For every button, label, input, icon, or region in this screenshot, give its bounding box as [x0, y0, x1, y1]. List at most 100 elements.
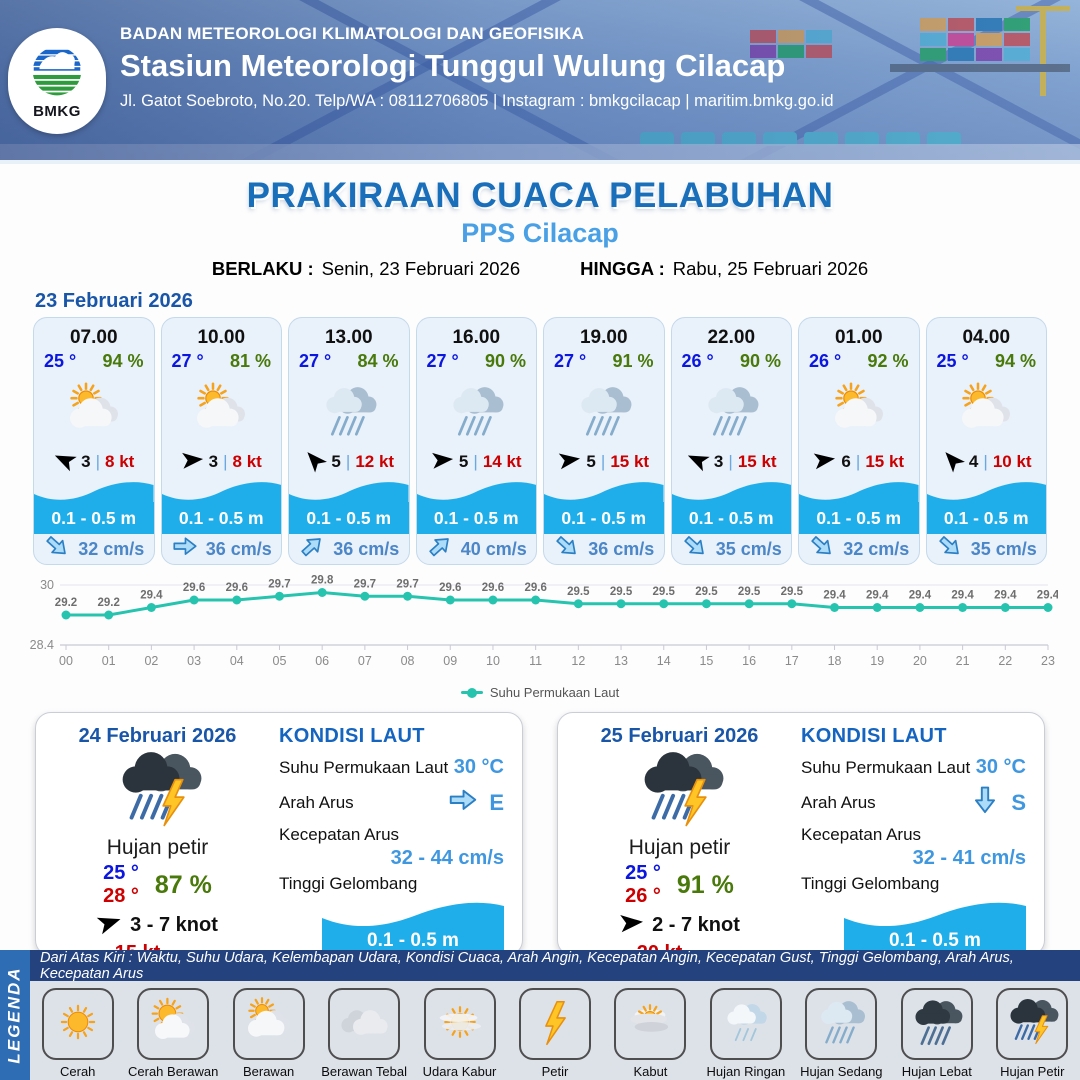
legend-item-label: Hujan Petir — [1000, 1064, 1065, 1079]
current-speed-value: 32 - 44 cm/s — [390, 846, 504, 869]
humidity: 90 % — [739, 351, 781, 371]
separator: | — [95, 452, 101, 471]
current-speed: 40 cm/s — [460, 538, 527, 559]
hourly-forecast-card: 01.00 26 ° 92 % 6 | 15 kt 0.1 - 0.5 m 32… — [798, 317, 920, 565]
wave-height-graphic: 0.1 - 0.5 m — [322, 896, 504, 960]
current-speed-label: Kecepatan Arus — [801, 824, 922, 844]
weather-icon — [572, 374, 636, 448]
current-row: 32 cm/s — [799, 534, 919, 564]
wind-speed: 4 — [968, 452, 979, 471]
wave-shape — [844, 902, 1026, 960]
current-row: 32 cm/s — [34, 534, 154, 564]
legend-item: Cerah — [31, 988, 124, 1079]
svg-text:29.2: 29.2 — [98, 597, 120, 609]
wind-speed: 5 — [586, 452, 596, 471]
sea-conditions-heading: KONDISI LAUT — [801, 725, 947, 747]
station-name: Stasiun Meteorologi Tunggul Wulung Cilac… — [120, 48, 786, 83]
wave-height-value: 0.1 - 0.5 m — [289, 502, 409, 534]
weather-icon — [527, 994, 583, 1055]
wind-row: 3 | 8 kt — [181, 448, 262, 476]
time-label: 07.00 — [69, 327, 118, 348]
time-label: 01.00 — [834, 327, 883, 348]
wave-height-band: 0.1 - 0.5 m — [416, 478, 536, 534]
air-temperature: 27 ° — [299, 351, 332, 371]
air-temperature: 27 ° — [426, 351, 459, 371]
bmkg-emblem-icon — [32, 46, 82, 95]
wave-shape — [671, 482, 791, 502]
legend-icon-box — [232, 988, 305, 1060]
svg-text:20: 20 — [913, 654, 927, 668]
wave-height-value: 0.1 - 0.5 m — [544, 502, 664, 534]
header-banner: BMKG BADAN METEOROLOGI KLIMATOLOGI DAN G… — [0, 0, 1080, 164]
current-direction-value: S — [1011, 789, 1026, 815]
bmkg-logo: BMKG — [8, 28, 106, 134]
valid-from-value: Senin, 23 Februari 2026 — [321, 258, 521, 279]
separator: | — [345, 452, 351, 471]
legend-item-label: Kabut — [633, 1064, 668, 1079]
weather-icon — [1004, 994, 1060, 1055]
time-label: 10.00 — [197, 327, 246, 348]
svg-text:29.6: 29.6 — [183, 582, 205, 594]
weather-icon — [432, 994, 488, 1055]
header-overlay — [0, 0, 1080, 160]
svg-text:29.5: 29.5 — [567, 586, 590, 598]
legend-item: Hujan Petir — [986, 988, 1079, 1079]
svg-text:29.7: 29.7 — [268, 578, 290, 590]
svg-text:29.4: 29.4 — [866, 590, 889, 602]
wind-direction-icon — [181, 451, 204, 474]
wind-row: 3 | 15 kt — [686, 448, 777, 476]
legend-icon-box — [137, 988, 210, 1060]
sea-conditions-heading: KONDISI LAUT — [279, 725, 425, 747]
time-label: 13.00 — [324, 327, 373, 348]
wave-height-band: 0.1 - 0.5 m — [799, 478, 919, 534]
svg-text:29.7: 29.7 — [396, 578, 418, 590]
legend-icon-box — [709, 988, 782, 1060]
separator: | — [855, 452, 861, 471]
min-temperature: 25 ° — [625, 862, 661, 884]
current-direction-icon — [171, 535, 199, 562]
current-direction-icon — [298, 535, 326, 562]
validity-period: BERLAKU : Senin, 23 Februari 2026 HINGGA … — [0, 258, 1080, 280]
svg-text:29.4: 29.4 — [909, 590, 932, 602]
current-direction-icon — [447, 787, 479, 819]
page-subtitle: PPS Cilacap — [461, 218, 619, 248]
current-speed: 32 cm/s — [843, 538, 910, 559]
weather-icon — [909, 994, 965, 1055]
current-speed: 32 cm/s — [78, 538, 145, 559]
legend-item: Berawan — [222, 988, 315, 1079]
svg-text:08: 08 — [401, 654, 415, 668]
current-direction-icon — [553, 535, 581, 562]
humidity: 91 % — [676, 870, 734, 899]
legend-icon-box — [614, 988, 687, 1060]
wind-direction-icon — [96, 913, 122, 939]
svg-text:29.4: 29.4 — [1037, 590, 1058, 602]
svg-text:14: 14 — [657, 654, 671, 668]
weather-icon — [827, 374, 891, 448]
wave-height-graphic: 0.1 - 0.5 m — [844, 896, 1026, 960]
weather-icon — [954, 374, 1018, 448]
valid-to-label: HINGGA : — [580, 258, 665, 279]
current-speed: 36 cm/s — [333, 538, 400, 559]
svg-text:07: 07 — [358, 654, 372, 668]
current-row: 36 cm/s — [544, 534, 664, 564]
wind-row: 5 | 12 kt — [303, 448, 394, 476]
legend-icon-box — [518, 988, 591, 1060]
gust-speed: 8 kt — [105, 452, 135, 471]
svg-text:30: 30 — [40, 578, 54, 592]
svg-text:16: 16 — [742, 654, 756, 668]
svg-text:21: 21 — [956, 654, 970, 668]
air-temperature: 26 ° — [681, 351, 714, 371]
svg-text:29.8: 29.8 — [311, 575, 334, 587]
current-speed-value: 32 - 41 cm/s — [912, 846, 1026, 869]
sst-label: Suhu Permukaan Laut — [279, 757, 449, 777]
legend-item-label: Hujan Ringan — [706, 1064, 786, 1079]
humidity: 84 % — [357, 351, 399, 371]
humidity: 81 % — [229, 351, 271, 371]
wind-row: 5 | 15 kt — [558, 448, 649, 476]
weather-icon — [112, 744, 204, 836]
wave-height-band: 0.1 - 0.5 m — [926, 478, 1046, 534]
current-direction-label: Arah Arus — [279, 792, 354, 812]
time-label: 19.00 — [579, 327, 628, 348]
humidity: 90 % — [484, 351, 526, 371]
air-temperature: 25 ° — [44, 351, 77, 371]
